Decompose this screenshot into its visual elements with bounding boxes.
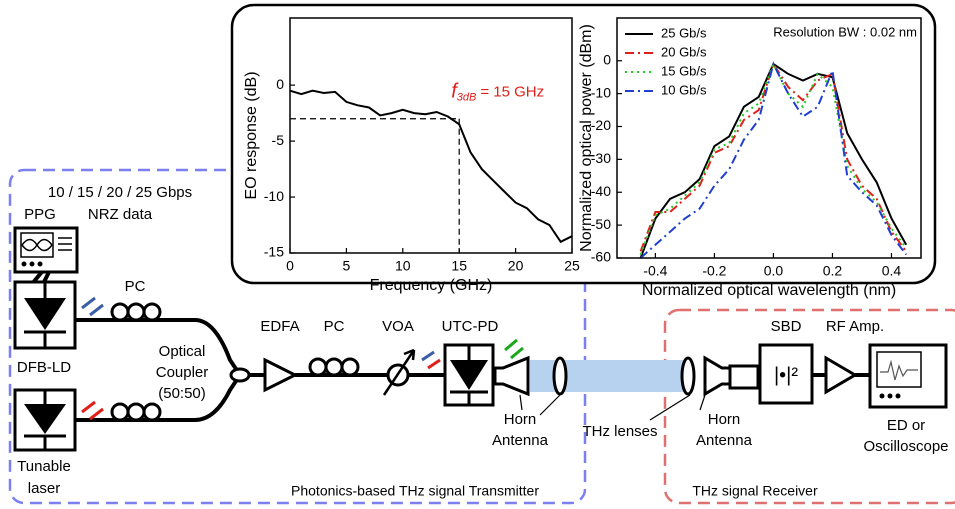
- label: Antenna: [492, 432, 549, 449]
- y-tick-label: -30: [591, 150, 611, 166]
- data-line: [639, 61, 908, 252]
- plot-frame: [289, 17, 573, 254]
- label: PC: [324, 318, 345, 335]
- label: Photonics-based THz signal Transmitter: [291, 483, 539, 499]
- label: NRZ data: [88, 206, 153, 223]
- label: Oscilloscope: [863, 438, 948, 455]
- horn-antenna: [703, 355, 732, 397]
- label: THz lenses: [582, 423, 657, 440]
- label: Coupler: [156, 364, 209, 381]
- y-tick-label: -40: [591, 183, 611, 199]
- y-axis-label: Normalized optical power (dBm): [578, 24, 595, 252]
- charts: 0 5 10 15 20 25 0 -5 -10 -15 Frequency (GHz) EO res…: [243, 17, 922, 299]
- label: laser: [28, 480, 61, 497]
- label: EDFA: [260, 318, 299, 335]
- x-tick-label: 0: [286, 258, 294, 274]
- x-axis-label: Normalized optical wavelength (nm): [642, 282, 896, 299]
- label: Horn: [708, 411, 741, 428]
- y-tick-label: -5: [272, 132, 285, 148]
- annotation-symbol: f: [451, 81, 459, 103]
- legend-label: 15 Gb/s: [661, 63, 707, 78]
- x-tick-label: 0.4: [882, 263, 902, 279]
- pointer-lines: [519, 394, 706, 421]
- x-tick-label: 0.2: [823, 263, 843, 279]
- horn-antenna: [493, 355, 530, 397]
- legend-label: 20 Gb/s: [661, 44, 707, 59]
- fiber: [75, 318, 445, 422]
- x-tick-label: 5: [343, 258, 351, 274]
- dfb-ld: [13, 280, 77, 350]
- annotation-text: = 15 GHz: [480, 84, 544, 101]
- label: PPG: [24, 206, 56, 223]
- edfa: [263, 357, 299, 393]
- x-axis-label: Frequency (GHz): [370, 277, 493, 294]
- y-tick-label: 0: [276, 76, 284, 92]
- y-tick-label: -20: [591, 117, 611, 133]
- label: (50:50): [158, 385, 206, 402]
- svg-text:|•|²: |•|²: [774, 364, 798, 386]
- label: VOA: [382, 318, 414, 335]
- annotation-subscript: 3dB: [457, 92, 477, 104]
- chart-inset: [230, 3, 937, 285]
- receiver-box: [663, 308, 955, 505]
- x-tick-label: 10: [395, 258, 411, 274]
- x-tick-label: 25: [564, 258, 580, 274]
- label: Optical: [159, 343, 206, 360]
- waveguide: [728, 364, 760, 390]
- data-line: [639, 61, 908, 256]
- label: Horn: [504, 411, 537, 428]
- sbd: |•|²: [758, 343, 814, 405]
- voa: [382, 348, 416, 396]
- optical-arrows: [81, 296, 524, 421]
- coupler: [229, 367, 251, 383]
- y-tick-label: -50: [591, 216, 611, 232]
- label: 10 / 15 / 20 / 25 Gbps: [48, 184, 192, 201]
- x-tick-label: -0.4: [643, 263, 667, 279]
- plot-frame: [616, 17, 922, 259]
- oscilloscope: [868, 343, 948, 409]
- tunable-laser: [13, 388, 77, 452]
- y-tick-label: -10: [264, 188, 284, 204]
- x-tick-label: 20: [508, 258, 524, 274]
- lens: [680, 356, 696, 396]
- y-tick-label: -60: [591, 249, 611, 265]
- x-tick-label: -0.2: [702, 263, 726, 279]
- label: SBD: [771, 318, 802, 335]
- data-line: [289, 89, 573, 244]
- label: ED or: [887, 417, 925, 434]
- rf-amplifier: [824, 355, 858, 395]
- utc-pd: [443, 343, 495, 407]
- legend-label: 10 Gb/s: [661, 82, 707, 97]
- y-tick-label: 0: [603, 51, 611, 67]
- y-axis-label: EO response (dB): [243, 71, 260, 199]
- legend-label: 25 Gb/s: [661, 25, 707, 40]
- x-tick-label: 15: [451, 258, 467, 274]
- data-line: [639, 61, 908, 259]
- label: DFB-LD: [17, 359, 71, 376]
- label: RF Amp.: [826, 318, 884, 335]
- label: Tunable: [17, 458, 71, 475]
- y-tick-label: -10: [591, 84, 611, 100]
- annotation: f3dB = 15 GHz: [451, 81, 544, 104]
- pc: [110, 302, 360, 422]
- ppg: [13, 226, 79, 274]
- label: UTC-PD: [442, 318, 499, 335]
- x-tick-label: 0.0: [764, 263, 784, 279]
- label: Antenna: [696, 432, 753, 449]
- lens: [552, 356, 568, 396]
- label: THz signal Receiver: [692, 483, 818, 499]
- label: PC: [125, 278, 146, 295]
- y-tick-label: -15: [264, 244, 284, 260]
- annotation: Resolution BW : 0.02 nm: [773, 24, 917, 39]
